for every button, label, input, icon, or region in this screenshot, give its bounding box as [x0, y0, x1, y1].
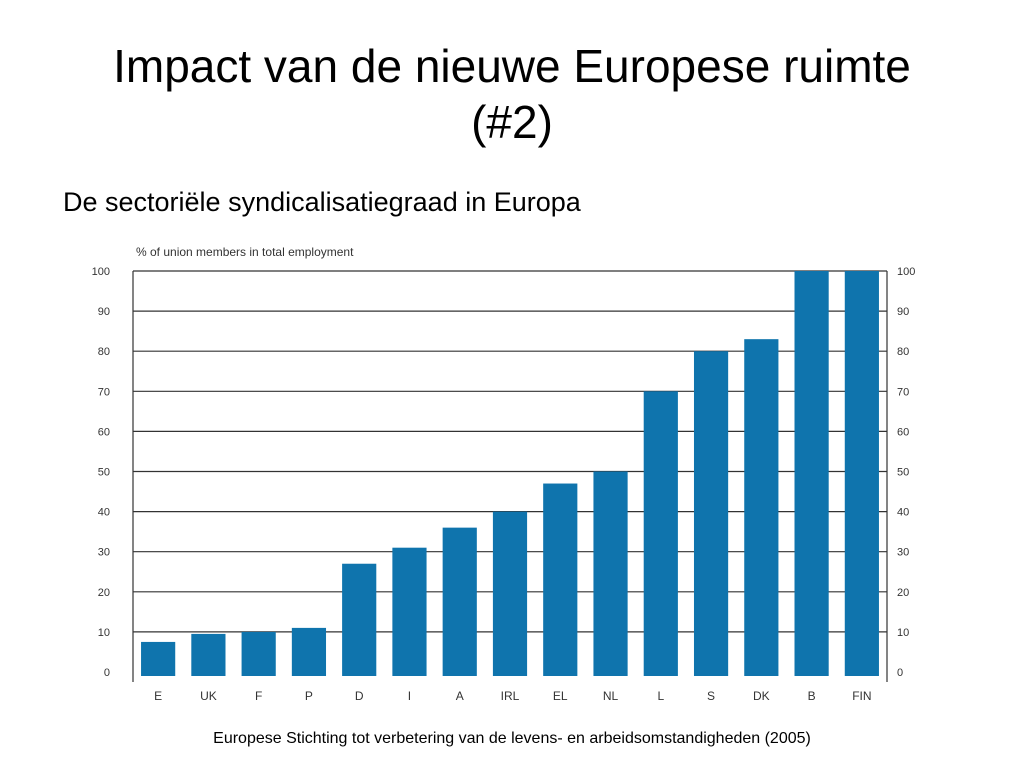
bar-p: [291, 627, 327, 676]
slide-source: Europese Stichting tot verbetering van d…: [213, 730, 811, 747]
bar-f: [241, 631, 276, 676]
x-tick-label: FIN: [852, 689, 871, 703]
y-tick-label-right: 30: [897, 547, 909, 559]
chart-unit-label: % of union members in total employment: [136, 245, 354, 259]
x-tick-label: A: [456, 689, 464, 703]
bar-l: [643, 391, 678, 676]
x-tick-label: F: [255, 689, 262, 703]
y-tick-label-left: 50: [98, 467, 110, 479]
bar-irl: [492, 511, 528, 676]
y-tick-label-right: 40: [897, 507, 909, 519]
y-tick-label-left: 100: [92, 266, 110, 278]
bar-chart: % of union members in total employment 0…: [92, 245, 916, 703]
y-tick-label-left: 70: [98, 386, 110, 398]
bar-uk: [191, 633, 226, 676]
y-tick-label-left: 90: [98, 306, 110, 318]
grid-lines: [132, 270, 888, 682]
x-tick-label: EL: [553, 689, 568, 703]
bar-d: [342, 563, 377, 676]
slide-subtitle: De sectoriële syndicalisatiegraad in Eur…: [63, 187, 581, 217]
y-tick-label-right: 100: [897, 266, 915, 278]
x-axis: E UK F P D I A IRL EL NL L S DK B FIN: [154, 689, 871, 703]
x-tick-label: IRL: [501, 689, 520, 703]
y-axis-left: 0 10 20 30 40 50 60 70 80 90 100: [92, 266, 110, 679]
y-tick-label-right: 60: [897, 426, 909, 438]
y-tick-label-left: 20: [98, 587, 110, 599]
x-tick-label: I: [408, 689, 411, 703]
y-tick-label-left: 60: [98, 426, 110, 438]
y-tick-label-right: 90: [897, 306, 909, 318]
bar-e: [141, 641, 176, 676]
y-tick-label-left: 80: [98, 346, 110, 358]
bar-nl: [593, 471, 628, 676]
bar-fin: [844, 271, 879, 676]
slide-title-line2: (#2): [471, 96, 553, 148]
bars: [141, 271, 879, 676]
x-tick-label: E: [154, 689, 162, 703]
x-tick-label: L: [657, 689, 664, 703]
bar-i: [392, 547, 427, 676]
bar-a: [442, 527, 477, 676]
x-tick-label: B: [808, 689, 816, 703]
y-tick-label-right: 20: [897, 587, 909, 599]
x-tick-label: DK: [753, 689, 770, 703]
y-tick-label-right: 0: [897, 667, 903, 679]
y-tick-label-right: 80: [897, 346, 909, 358]
y-tick-label-left: 10: [98, 627, 110, 639]
x-tick-label: D: [355, 689, 364, 703]
x-tick-label: S: [707, 689, 715, 703]
x-tick-label: NL: [603, 689, 619, 703]
x-tick-label: P: [305, 689, 313, 703]
y-tick-label-left: 40: [98, 507, 110, 519]
y-axis-right: 0 10 20 30 40 50 60 70 80 90 100: [897, 266, 915, 679]
slide-title: Impact van de nieuwe Europese ruimte (#2…: [40, 38, 984, 150]
y-tick-label-left: 30: [98, 547, 110, 559]
slide-title-line1: Impact van de nieuwe Europese ruimte: [113, 40, 911, 92]
bar-b: [794, 271, 829, 676]
bar-s: [693, 351, 729, 676]
bar-dk: [744, 339, 779, 676]
y-tick-label-right: 70: [897, 386, 909, 398]
bar-el: [543, 483, 578, 676]
y-tick-label-right: 10: [897, 627, 909, 639]
x-tick-label: UK: [200, 689, 217, 703]
y-tick-label-right: 50: [897, 467, 909, 479]
y-tick-label-left: 0: [104, 667, 110, 679]
